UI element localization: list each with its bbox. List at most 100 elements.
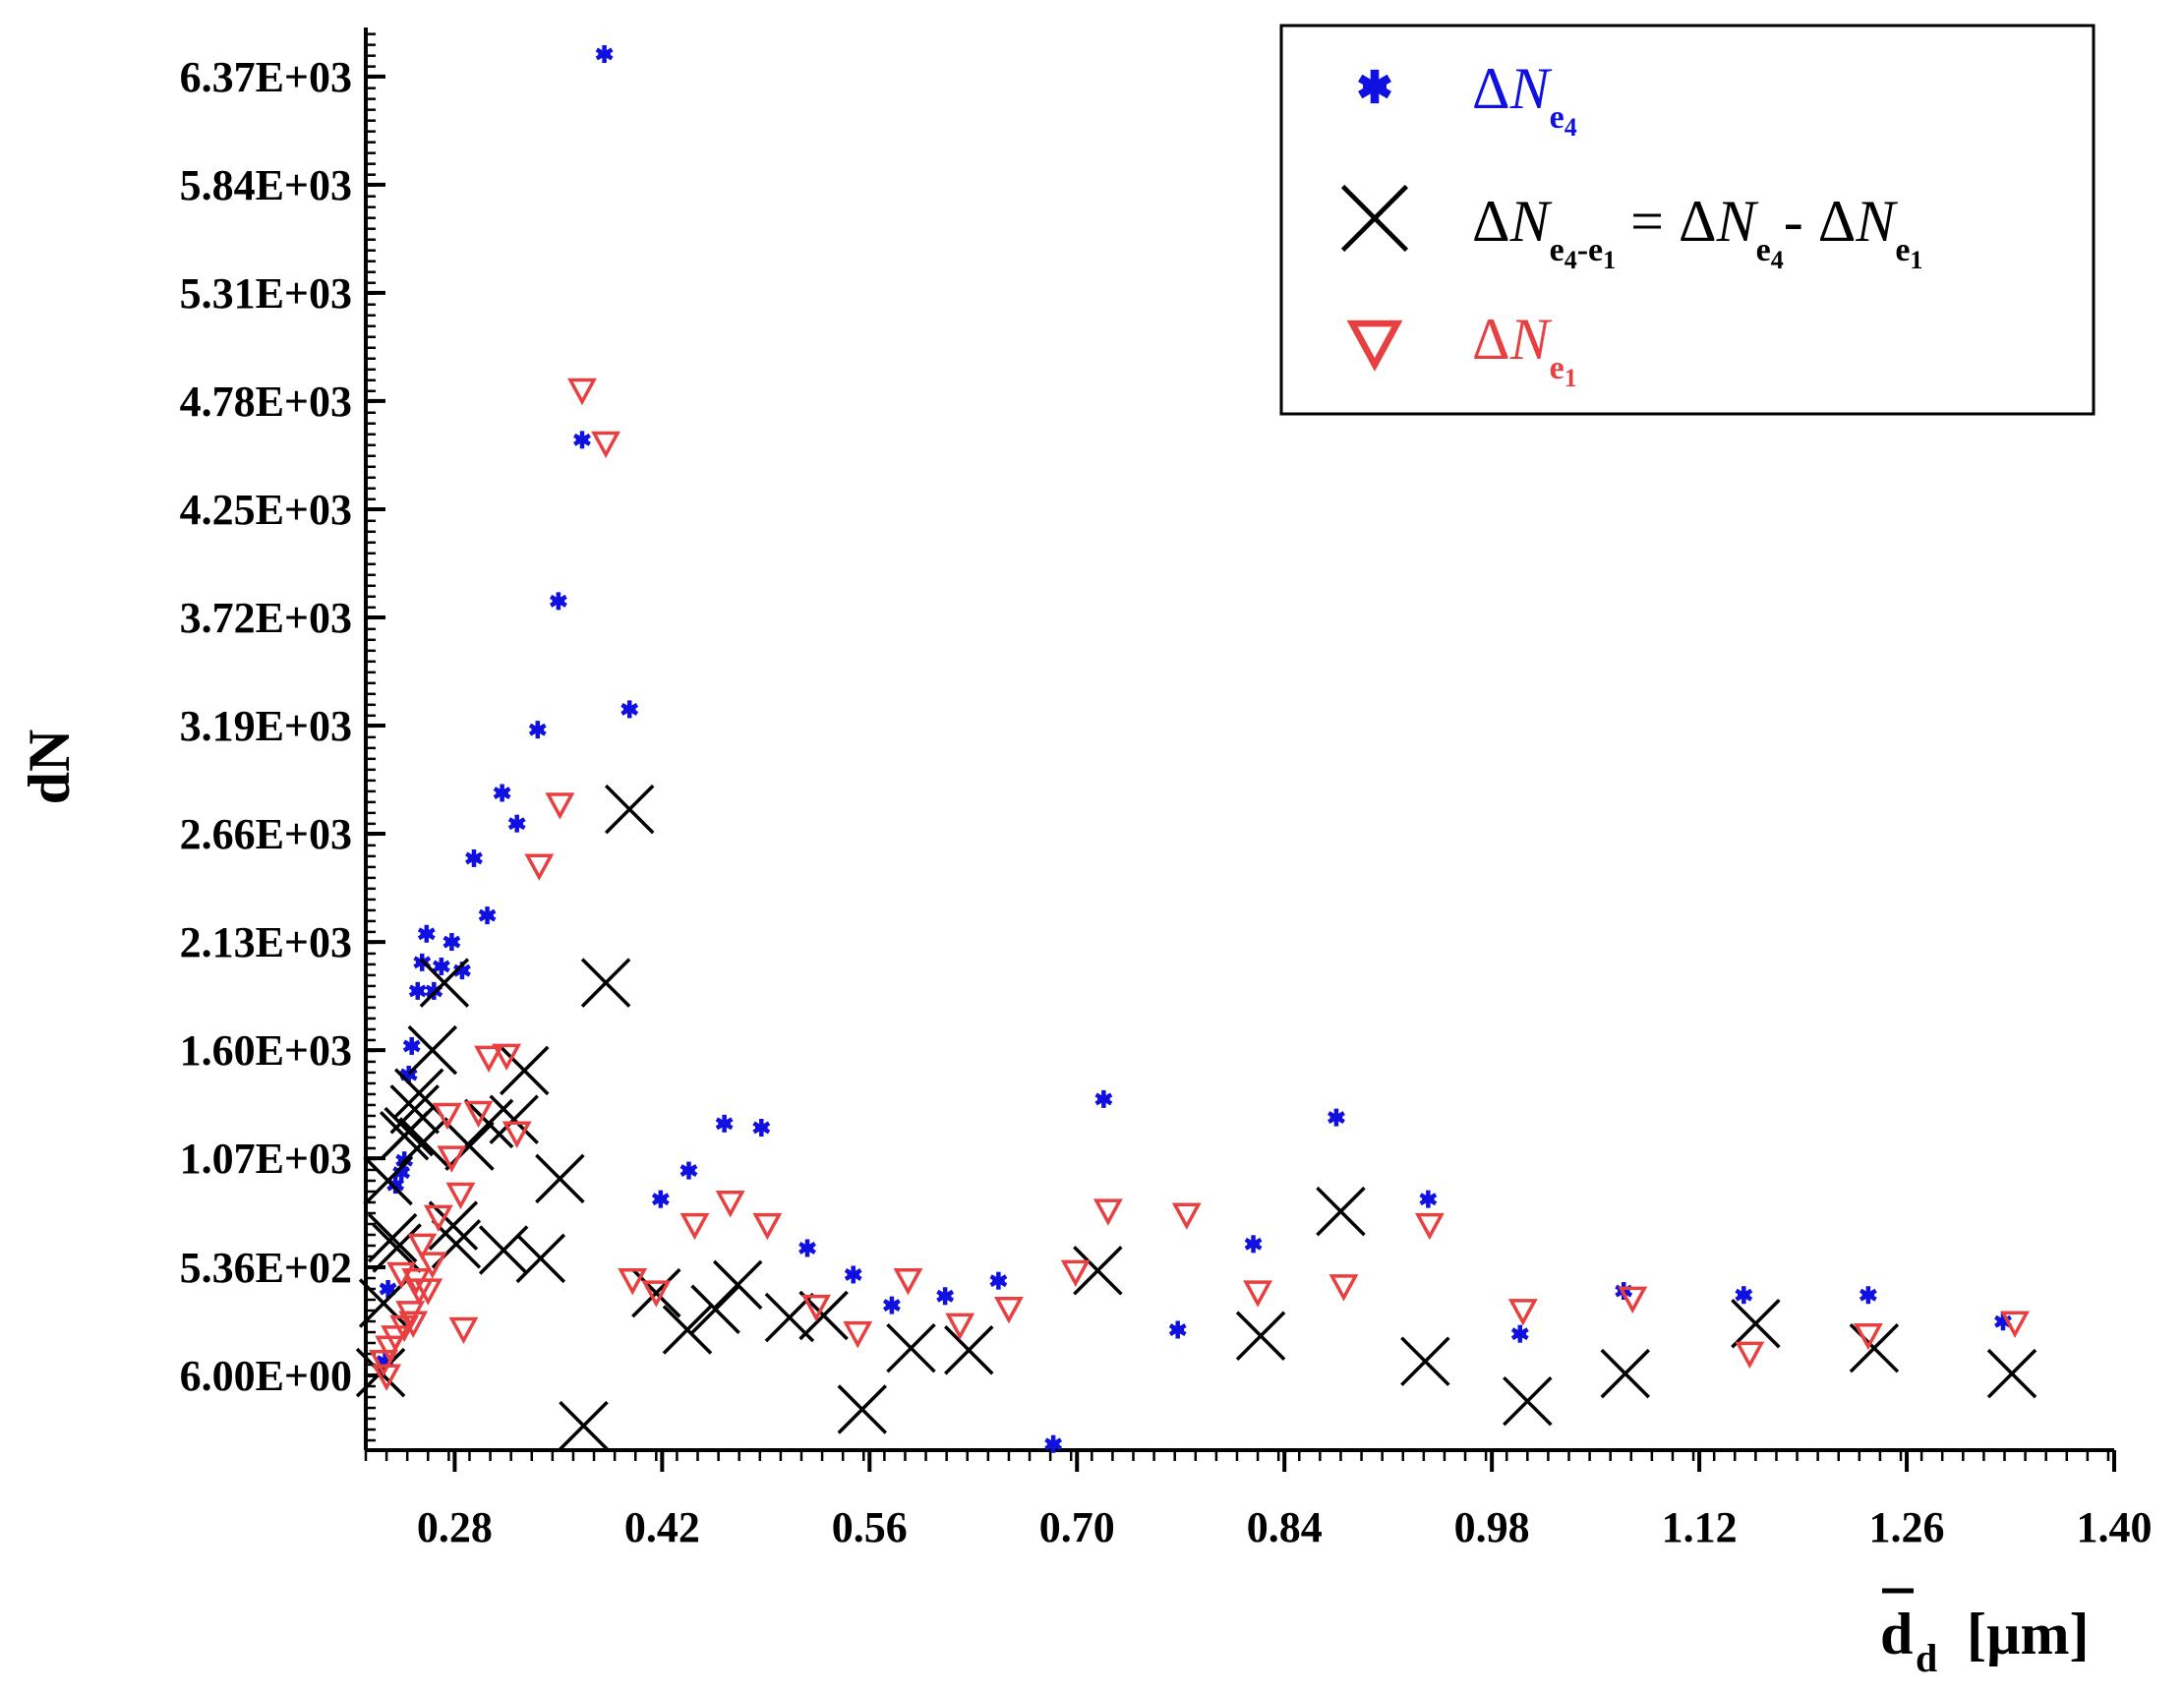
cross-stroke xyxy=(363,1155,413,1206)
data-point-dNe1 xyxy=(1735,1341,1765,1370)
cross-stroke xyxy=(515,1233,566,1284)
data-point-dNe4 xyxy=(752,1118,771,1137)
cross-stroke xyxy=(535,1153,585,1204)
data-point-dNe4e1 xyxy=(384,1106,434,1157)
cross-stroke xyxy=(489,1094,539,1144)
data-point-dNe1 xyxy=(993,1297,1024,1324)
legend-entry-dNe1 xyxy=(1346,320,1403,372)
data-point-dNe1 xyxy=(591,431,621,459)
data-point-dNe1 xyxy=(1171,1202,1202,1230)
data-point-dNe1 xyxy=(423,1204,453,1232)
cross-stroke xyxy=(1849,1322,1900,1373)
y-tick-label: 6.00E+00 xyxy=(180,1352,352,1400)
x-axis-title-main: d xyxy=(1880,1602,1913,1666)
cross-stroke xyxy=(389,1084,440,1135)
data-point-dNe4e1 xyxy=(886,1322,936,1373)
data-point-dNe4 xyxy=(620,700,639,719)
data-point-dNe1 xyxy=(502,1121,532,1148)
y-tick-label: 1.60E+03 xyxy=(180,1026,352,1075)
data-point-dNe4 xyxy=(528,721,547,739)
data-point-dNe4 xyxy=(651,1190,670,1208)
legend-label-dNe4e1: ΔNe4-e1 = ΔNe4- ΔNe1 xyxy=(1472,189,1922,274)
data-point-dNe4e1 xyxy=(712,1259,763,1311)
y-tick-label: 5.84E+03 xyxy=(180,161,352,209)
data-point-dNe4 xyxy=(573,431,591,449)
data-point-dNe1 xyxy=(567,378,597,406)
x-tick-label: 0.70 xyxy=(1039,1503,1115,1551)
data-point-dNe4 xyxy=(1328,1108,1345,1127)
data-point-dNe4e1 xyxy=(407,1024,458,1076)
cross-stroke xyxy=(1600,1348,1651,1399)
x-tick-label: 1.40 xyxy=(2077,1503,2153,1551)
data-point-dNe4e1 xyxy=(1849,1322,1900,1373)
data-point-dNe4e1 xyxy=(1235,1311,1286,1361)
data-point-dNe4 xyxy=(1510,1324,1529,1343)
cross-stroke xyxy=(580,958,631,1008)
data-point-dNe1 xyxy=(1092,1198,1123,1226)
data-point-dNe4e1 xyxy=(489,1094,539,1144)
data-point-dNe4 xyxy=(1735,1286,1753,1305)
cross-stroke xyxy=(837,1384,888,1434)
data-point-dNe4e1 xyxy=(355,1347,406,1398)
data-point-dNe1 xyxy=(437,1145,467,1173)
data-point-dNe4e1 xyxy=(535,1153,585,1204)
data-point-dNe4e1 xyxy=(1731,1299,1781,1349)
data-point-dNe4e1 xyxy=(944,1325,994,1375)
data-point-dNe1 xyxy=(679,1212,710,1241)
cross-stroke xyxy=(1400,1336,1450,1386)
data-point-dNe4 xyxy=(1094,1089,1113,1108)
data-point-dNe1 xyxy=(752,1212,783,1241)
cross-stroke xyxy=(1731,1299,1781,1349)
data-point-dNe4 xyxy=(844,1265,862,1284)
y-tick-label: 4.25E+03 xyxy=(180,486,352,534)
data-point-dNe1 xyxy=(801,1294,832,1322)
data-point-dNe4e1 xyxy=(358,1278,409,1328)
data-point-dNe1 xyxy=(413,1278,443,1306)
cross-stroke xyxy=(407,1024,458,1076)
x-axis-title: d d [µm] xyxy=(1880,1588,2090,1680)
y-tick-label: 5.31E+03 xyxy=(180,269,352,318)
x-tick-label: 1.12 xyxy=(1662,1503,1738,1551)
cross-stroke xyxy=(384,1106,434,1157)
data-point-dNe4e1 xyxy=(604,784,655,835)
series-dNe4 xyxy=(376,44,2012,1453)
data-point-dNe4 xyxy=(443,933,461,952)
y-tick-label: 2.66E+03 xyxy=(180,810,352,858)
data-point-dNe1 xyxy=(1853,1322,1883,1351)
data-point-dNe4e1 xyxy=(515,1233,566,1284)
data-point-dNe1 xyxy=(1243,1280,1273,1308)
cross-stroke xyxy=(358,1278,409,1328)
cross-stroke xyxy=(798,1290,849,1341)
data-point-dNe1 xyxy=(448,1316,479,1345)
data-point-dNe1 xyxy=(618,1267,648,1296)
data-point-dNe4 xyxy=(679,1161,698,1180)
data-point-dNe4 xyxy=(1419,1190,1438,1208)
cross-stroke xyxy=(428,1200,479,1251)
cross-stroke xyxy=(886,1322,936,1373)
series-dNe1 xyxy=(369,378,2030,1391)
data-point-dNe4e1 xyxy=(1316,1186,1366,1237)
legend-marker-icon xyxy=(1358,69,1391,104)
data-point-dNe1 xyxy=(381,1325,411,1353)
data-point-dNe1 xyxy=(715,1191,745,1218)
legend-label-dNe1: ΔNe1 xyxy=(1472,307,1577,392)
data-point-dNe1 xyxy=(1507,1299,1538,1326)
cross-stroke xyxy=(419,958,470,1008)
cross-stroke xyxy=(478,1225,529,1275)
data-point-dNe4e1 xyxy=(499,1045,550,1096)
data-point-dNe4 xyxy=(478,906,497,925)
y-tick-label: 5.36E+02 xyxy=(180,1244,352,1292)
cross-stroke xyxy=(499,1045,550,1096)
cross-stroke xyxy=(367,1212,418,1263)
data-point-dNe1 xyxy=(492,1043,522,1071)
data-point-dNe4e1 xyxy=(837,1384,888,1434)
cross-stroke xyxy=(712,1259,763,1311)
cross-stroke xyxy=(372,1223,422,1273)
data-point-dNe1 xyxy=(445,1182,476,1210)
cross-stroke xyxy=(1073,1246,1123,1296)
cross-stroke xyxy=(764,1292,815,1343)
data-point-dNe1 xyxy=(524,853,555,881)
x-tick-label: 1.26 xyxy=(1869,1503,1945,1551)
axes-layer: 6.00E+00 5.36E+02 1.07E+03 1.60E+03 2.13E+03… xyxy=(180,28,2153,1551)
